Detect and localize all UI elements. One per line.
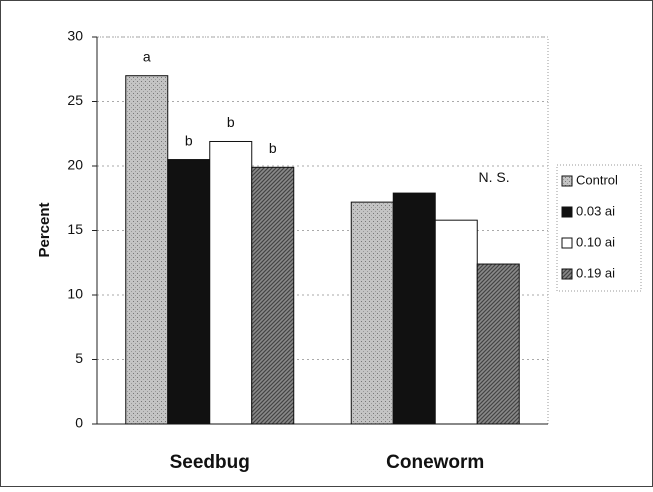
legend-label: 0.19 ai bbox=[576, 265, 615, 280]
legend-swatch bbox=[561, 175, 573, 187]
y-tick-label: 5 bbox=[75, 350, 83, 366]
bar bbox=[434, 219, 478, 425]
bar bbox=[167, 159, 211, 425]
legend-label: Control bbox=[576, 172, 618, 187]
legend-label: 0.03 ai bbox=[576, 203, 615, 218]
annotation: b bbox=[269, 140, 277, 156]
y-axis-label: Percent bbox=[36, 202, 53, 257]
y-tick-label: 25 bbox=[67, 92, 83, 108]
y-tick-label: 30 bbox=[67, 28, 83, 44]
annotation: b bbox=[185, 132, 193, 148]
x-tick-label: Seedbug bbox=[170, 452, 250, 473]
annotation: b bbox=[227, 114, 235, 130]
legend-swatch bbox=[561, 268, 573, 280]
bar bbox=[209, 140, 253, 425]
bar bbox=[251, 166, 295, 425]
legend-label: 0.10 ai bbox=[576, 234, 615, 249]
x-tick-label: Coneworm bbox=[386, 452, 484, 473]
bar bbox=[392, 192, 436, 425]
y-tick-label: 20 bbox=[67, 157, 83, 173]
y-tick-label: 15 bbox=[67, 221, 83, 237]
y-tick-label: 0 bbox=[75, 415, 83, 431]
annotation: N. S. bbox=[478, 169, 509, 185]
annotation: a bbox=[143, 48, 151, 64]
bar bbox=[476, 263, 520, 425]
bar bbox=[125, 75, 169, 425]
bar bbox=[350, 201, 394, 425]
y-tick-label: 10 bbox=[67, 286, 83, 302]
legend-swatch bbox=[561, 206, 573, 218]
legend-swatch bbox=[561, 237, 573, 249]
